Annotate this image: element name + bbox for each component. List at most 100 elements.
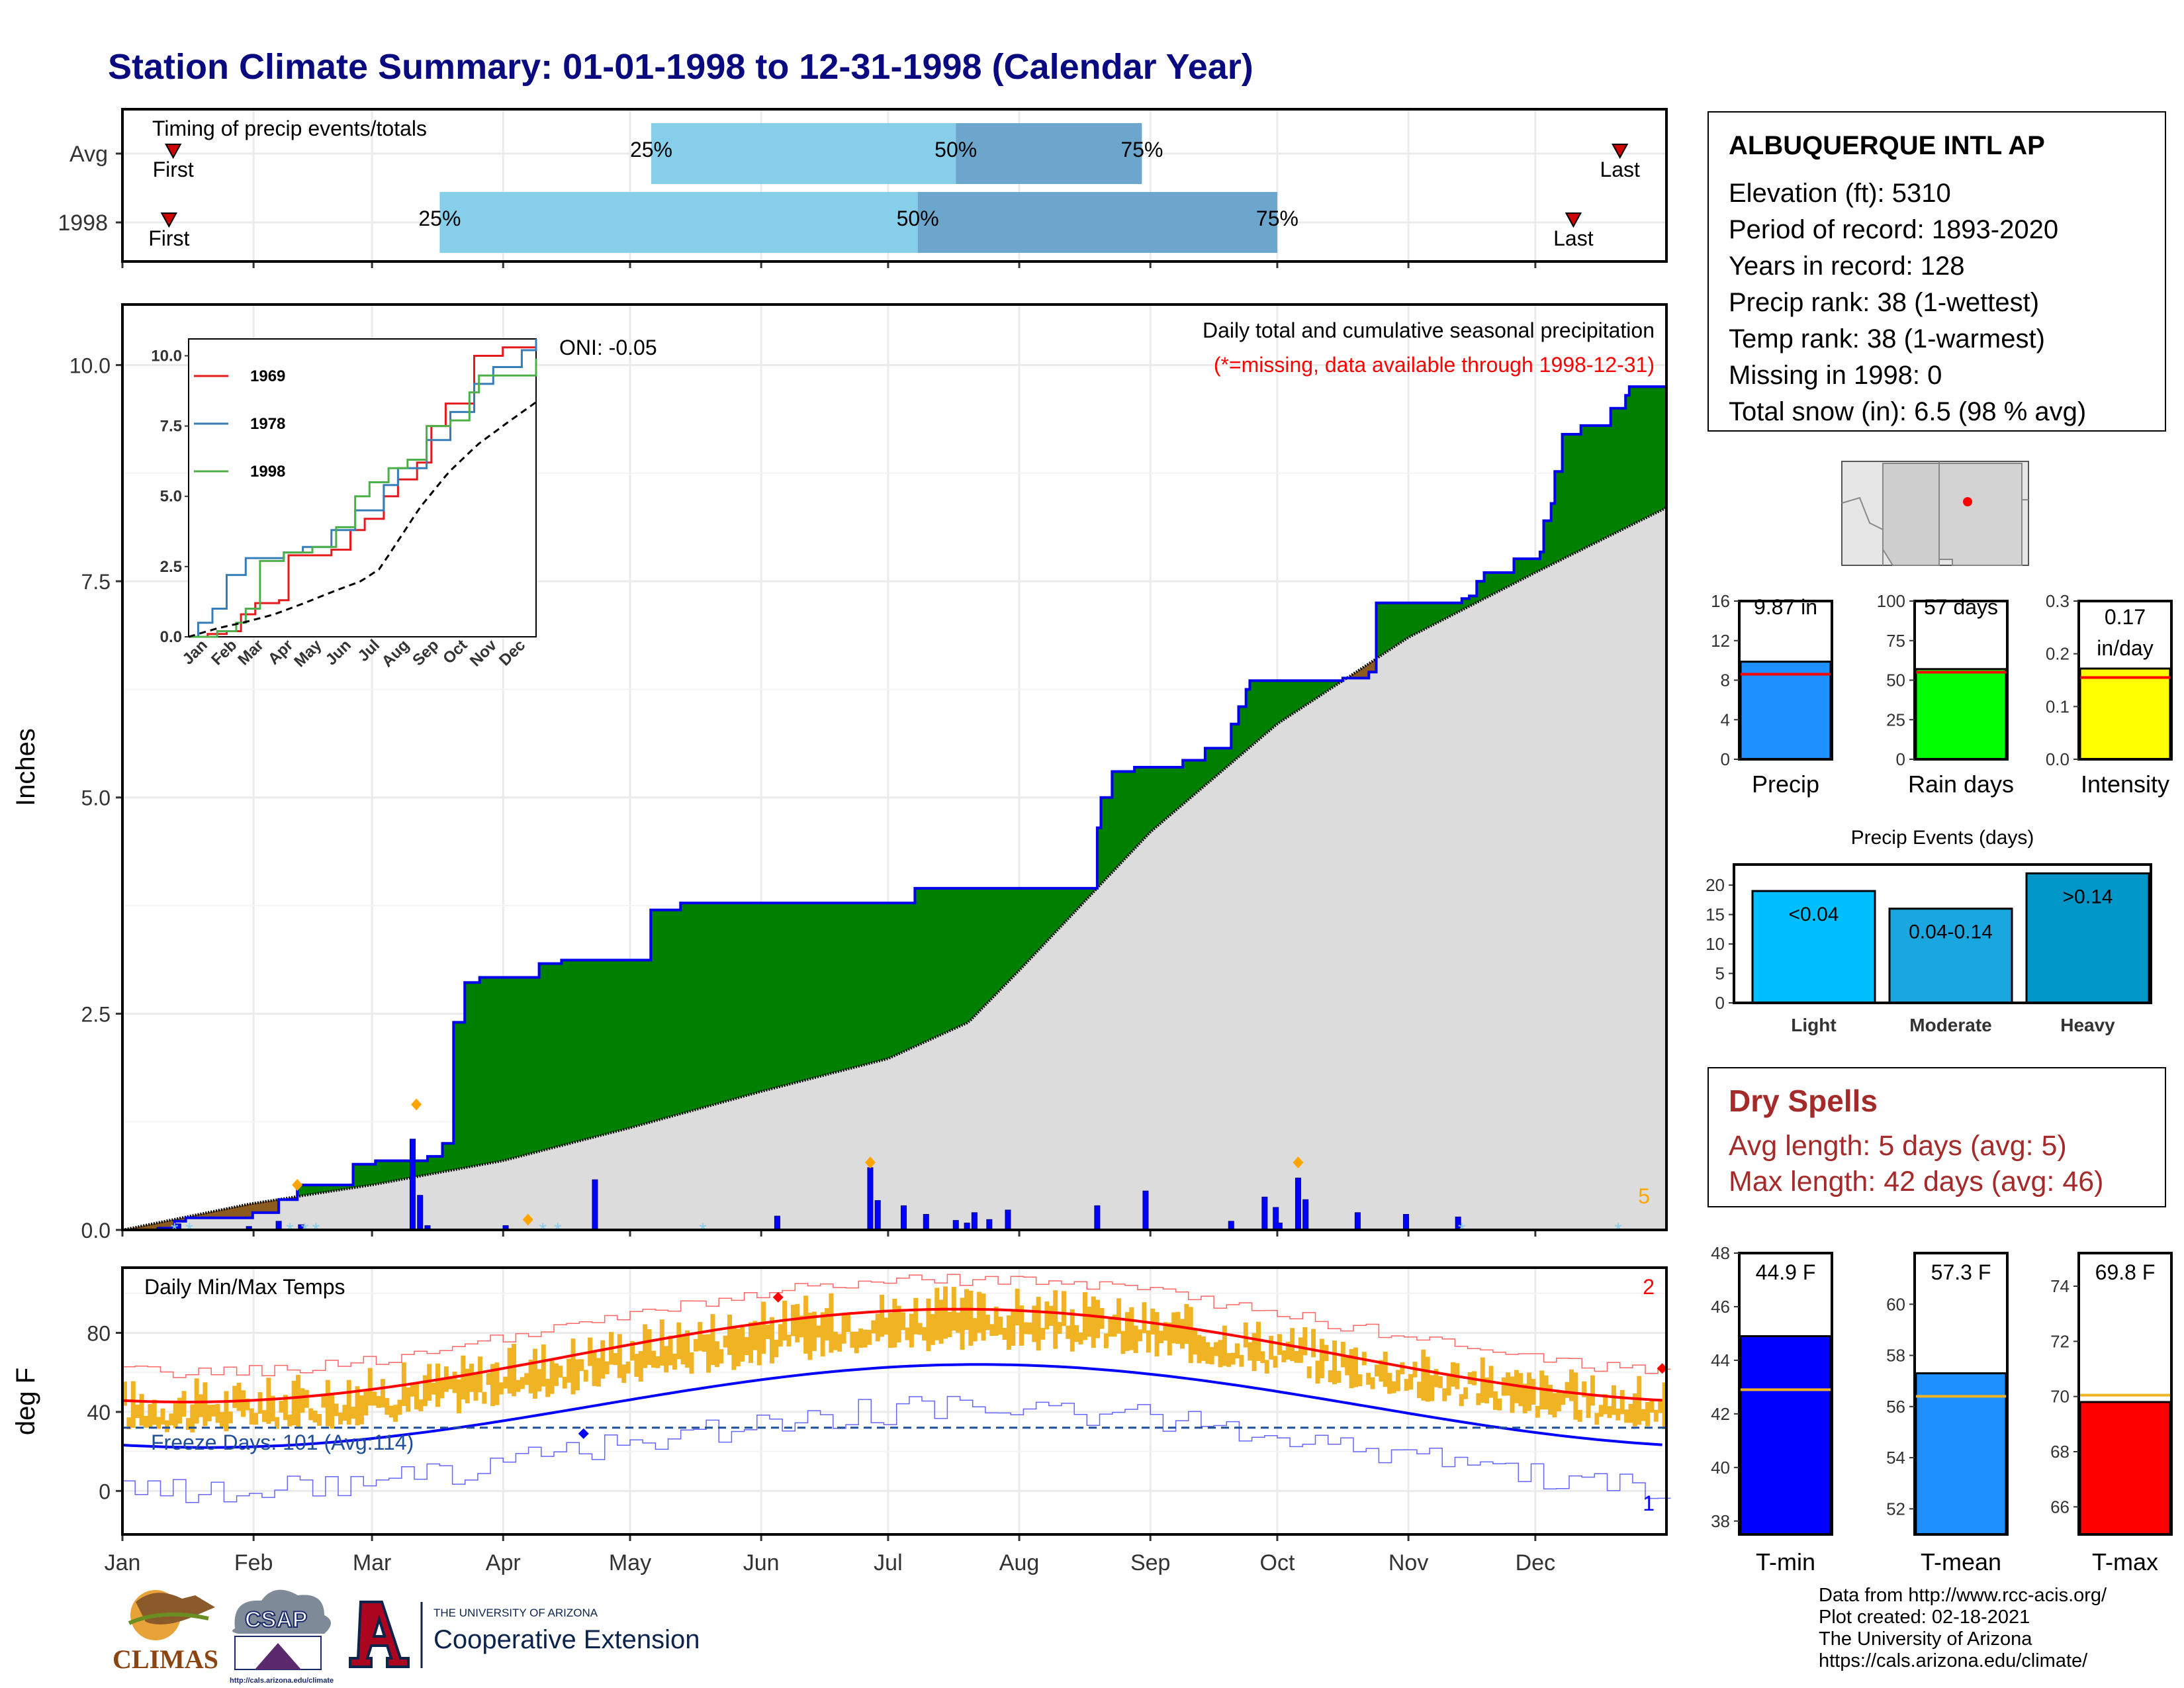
daily-precip-bar bbox=[901, 1205, 907, 1231]
daily-temp-bar bbox=[418, 1399, 424, 1411]
inset-legend-label: 1969 bbox=[250, 367, 285, 385]
daily-temp-bar bbox=[1446, 1374, 1451, 1396]
daily-temp-bar bbox=[439, 1380, 445, 1399]
daily-temp-bar bbox=[524, 1373, 529, 1385]
precip-event-bar-label: >0.14 bbox=[2063, 886, 2113, 908]
daily-temp-bar bbox=[1628, 1403, 1633, 1423]
daily-temp-bar bbox=[283, 1395, 288, 1421]
daily-temp-bar bbox=[1281, 1350, 1287, 1362]
daily-temp-bar bbox=[634, 1354, 639, 1377]
daily-temp-bar bbox=[528, 1359, 533, 1393]
daily-temp-bar bbox=[845, 1313, 850, 1333]
daily-temp-bar bbox=[363, 1391, 369, 1416]
daily-temp-bar bbox=[719, 1349, 724, 1364]
temp-bar bbox=[2079, 1401, 2171, 1536]
daily-temp-bar bbox=[647, 1329, 652, 1365]
record-marker bbox=[292, 1179, 303, 1192]
credit-line: https://cals.arizona.edu/climate/ bbox=[1819, 1650, 2088, 1671]
daily-temp-bar bbox=[811, 1311, 817, 1351]
daily-temp-bar bbox=[296, 1374, 301, 1429]
daily-temp-bar bbox=[896, 1305, 901, 1342]
daily-temp-bar bbox=[1302, 1327, 1308, 1356]
quartile-label-25: 25% bbox=[630, 138, 672, 162]
daily-temp-bar bbox=[892, 1298, 897, 1348]
daily-temp-bar bbox=[638, 1351, 643, 1382]
summary-ytick-label: 0 bbox=[1896, 749, 1905, 769]
daily-temp-bar bbox=[236, 1382, 242, 1411]
last-event-marker bbox=[1611, 144, 1629, 160]
daily-temp-bar bbox=[1154, 1312, 1160, 1357]
daily-temp-bar bbox=[1607, 1406, 1612, 1419]
daily-temp-bar bbox=[1408, 1374, 1414, 1390]
daily-temp-bar bbox=[579, 1359, 584, 1372]
last-event-marker bbox=[1565, 212, 1582, 228]
daily-temp-bar bbox=[448, 1376, 453, 1389]
daily-temp-bar bbox=[512, 1344, 517, 1397]
surplus-area bbox=[122, 376, 1666, 1230]
daily-temp-bar bbox=[156, 1417, 161, 1429]
daily-temp-bar bbox=[1404, 1379, 1409, 1391]
daily-temp-bar bbox=[1395, 1370, 1400, 1391]
daily-temp-bar bbox=[1269, 1336, 1274, 1360]
avg-min-line bbox=[122, 1363, 1662, 1449]
daily-temp-bar bbox=[778, 1324, 783, 1347]
daily-temp-bar bbox=[1374, 1364, 1379, 1377]
daily-temp-bar bbox=[1577, 1409, 1582, 1422]
daily-temp-bar bbox=[1518, 1373, 1524, 1407]
daily-temp-bar bbox=[676, 1322, 682, 1360]
logos-strip: CLIMAS CSAP http://cals.arizona.edu/clim… bbox=[113, 1589, 700, 1685]
daily-temp-bar bbox=[820, 1312, 825, 1357]
daily-temp-bar bbox=[960, 1297, 965, 1350]
temp-panel-title: Daily Min/Max Temps bbox=[144, 1275, 345, 1299]
daily-temp-bar bbox=[1391, 1381, 1396, 1393]
month-label-sep: Sep bbox=[1130, 1550, 1171, 1575]
daily-temp-bar bbox=[807, 1313, 813, 1360]
daily-temp-bar bbox=[1328, 1370, 1333, 1383]
daily-temp-bar bbox=[621, 1364, 627, 1383]
daily-temp-bar bbox=[1019, 1305, 1024, 1346]
dry-spells-avg: Avg length: 5 days (avg: 5) bbox=[1729, 1130, 2067, 1162]
daily-temp-bar bbox=[351, 1407, 356, 1419]
daily-temp-bar bbox=[1239, 1354, 1244, 1367]
daily-temp-bar bbox=[469, 1364, 475, 1392]
daily-temp-bar bbox=[748, 1322, 753, 1364]
precip-events-ytick: 5 bbox=[1715, 964, 1725, 984]
daily-temp-bar bbox=[1387, 1373, 1392, 1394]
daily-precip-bar bbox=[986, 1219, 993, 1231]
precip-events-title: Precip Events (days) bbox=[1851, 827, 2034, 849]
record-marker bbox=[1293, 1156, 1304, 1169]
daily-temp-bar bbox=[422, 1375, 428, 1407]
daily-temp-bar bbox=[1603, 1394, 1608, 1415]
quartile-label-75: 75% bbox=[1256, 207, 1298, 230]
station-name: ALBUQUERQUE INTL AP bbox=[1729, 131, 2045, 160]
daily-temp-bar bbox=[330, 1395, 335, 1429]
daily-temp-bar bbox=[346, 1380, 351, 1425]
daily-temp-bar bbox=[1061, 1291, 1066, 1327]
csap-url: http://cals.arizona.edu/climate bbox=[230, 1677, 334, 1685]
daily-temp-bar bbox=[503, 1376, 508, 1389]
corner-count: 5 bbox=[1638, 1184, 1650, 1208]
daily-temp-bar bbox=[465, 1368, 470, 1403]
daily-temp-bar bbox=[1112, 1314, 1117, 1337]
daily-temp-bar bbox=[135, 1405, 140, 1419]
timing-panel: 25% 50% 75% First Last Avg 25% 50% 75% First Last 1… bbox=[58, 108, 1668, 268]
daily-temp-bar bbox=[1379, 1360, 1384, 1382]
climas-logo: CLIMAS bbox=[113, 1590, 218, 1674]
first-event-marker bbox=[165, 144, 182, 160]
month-label-oct: Oct bbox=[1260, 1550, 1295, 1575]
daily-temp-bar bbox=[317, 1414, 322, 1426]
daily-temp-bar bbox=[1091, 1296, 1096, 1348]
daily-temp-bar bbox=[825, 1308, 830, 1340]
daily-temp-bar bbox=[1442, 1388, 1447, 1401]
precip-panel-frame bbox=[121, 303, 1668, 1231]
last-event-label: Last bbox=[1553, 226, 1594, 250]
inset-ytick-label: 7.5 bbox=[160, 418, 182, 436]
summary-bar-intensity: 0.17 in/day 0.0 0.1 0.2 0.3 Intensity bbox=[2046, 591, 2173, 798]
oni-label: ONI: -0.05 bbox=[559, 336, 657, 359]
daily-temp-bar bbox=[1222, 1325, 1227, 1366]
quartile-bar-50-75 bbox=[956, 123, 1142, 184]
daily-temp-bar bbox=[1146, 1330, 1151, 1353]
summary-bar-rain-days: 57 days 0 25 50 75 100 Rain days bbox=[1877, 591, 2014, 798]
temp-ytick-label: 0 bbox=[99, 1479, 111, 1503]
daily-temp-bar bbox=[1290, 1328, 1295, 1362]
